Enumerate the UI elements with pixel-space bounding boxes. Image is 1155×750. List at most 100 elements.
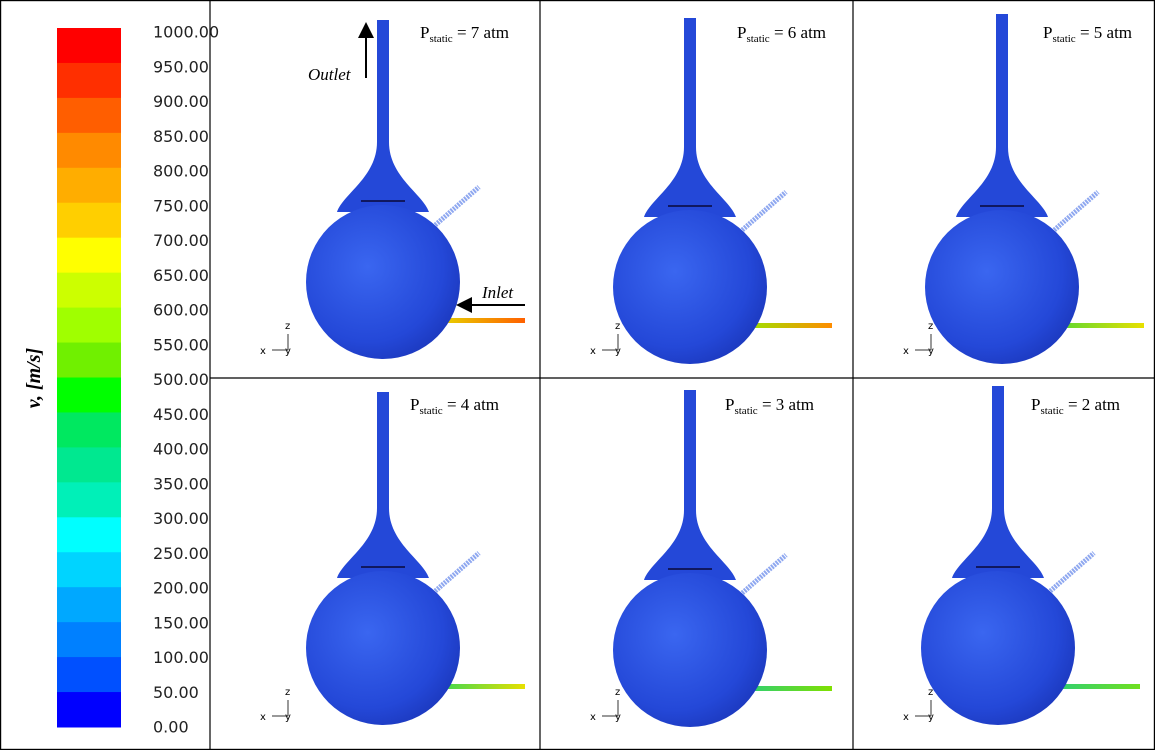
colorbar-band xyxy=(57,28,121,63)
axis-z: z xyxy=(285,687,290,698)
symbol: P xyxy=(1031,395,1040,414)
colorbar-label: 850.00 xyxy=(153,127,209,146)
colorbar-label: 600.00 xyxy=(153,301,209,320)
colorbar-band xyxy=(57,273,121,308)
colorbar-label: 0.00 xyxy=(153,718,189,737)
colorbar-label: 450.00 xyxy=(153,405,209,424)
axis-y: y xyxy=(928,346,934,357)
panel: Pstatic = 2 atm z x y xyxy=(903,386,1140,725)
colorbar-band xyxy=(57,692,121,727)
symbol: P xyxy=(420,23,429,42)
neck xyxy=(956,14,1048,217)
axis-x: x xyxy=(590,712,596,723)
pressure-label: Pstatic = 3 atm xyxy=(725,395,814,417)
colorbar-band xyxy=(57,98,121,133)
colorbar-label: 800.00 xyxy=(153,162,209,181)
panel: Pstatic = 5 atm z x y xyxy=(903,14,1144,364)
axis-z: z xyxy=(285,321,290,332)
sphere xyxy=(925,210,1079,364)
colorbar-band xyxy=(57,133,121,168)
colorbar-band xyxy=(57,517,121,552)
value: = 4 atm xyxy=(443,395,499,414)
colorbar-band xyxy=(57,378,121,413)
colorbar-band xyxy=(57,587,121,622)
colorbar-band xyxy=(57,238,121,273)
colorbar-label: 750.00 xyxy=(153,196,209,215)
subscript: static xyxy=(1040,405,1063,417)
inlet-label: Inlet xyxy=(481,283,514,302)
axis-x: x xyxy=(260,712,266,723)
pressure-label: Pstatic = 2 atm xyxy=(1031,395,1120,417)
inlet-pipe xyxy=(1058,684,1140,689)
sphere xyxy=(613,210,767,364)
colorbar-band xyxy=(57,63,121,98)
axis-x: x xyxy=(903,346,909,357)
value: = 3 atm xyxy=(758,395,814,414)
axis-y: y xyxy=(615,712,621,723)
colorbar-label: 650.00 xyxy=(153,266,209,285)
colorbar-label: 300.00 xyxy=(153,509,209,528)
subscript: static xyxy=(746,33,769,45)
inlet-pipe xyxy=(443,318,525,323)
inlet-pipe xyxy=(750,323,832,328)
sphere xyxy=(921,571,1075,725)
pressure-label: Pstatic = 5 atm xyxy=(1043,23,1132,45)
neck xyxy=(337,20,429,212)
colorbar-label: 550.00 xyxy=(153,335,209,354)
figure: v, [m/s] 1000.00950.00900.00850.00800.00… xyxy=(0,0,1155,750)
side-pipe xyxy=(1052,192,1098,232)
inlet-pipe xyxy=(1062,323,1144,328)
colorbar-band xyxy=(57,343,121,378)
axis-y: y xyxy=(928,712,934,723)
colorbar-label: 500.00 xyxy=(153,370,209,389)
colorbar-label: 100.00 xyxy=(153,648,209,667)
colorbar-label: 1000.00 xyxy=(153,23,219,42)
colorbar-label: 250.00 xyxy=(153,544,209,563)
inlet-pipe xyxy=(443,684,525,689)
colorbar-band xyxy=(57,412,121,447)
colorbar-band xyxy=(57,622,121,657)
panel: Pstatic = 6 atm z x y xyxy=(590,18,832,364)
value: = 6 atm xyxy=(770,23,826,42)
pressure-label: Pstatic = 6 atm xyxy=(737,23,826,45)
neck xyxy=(644,390,736,580)
panel: Pstatic = 3 atm z x y xyxy=(590,390,832,727)
neck xyxy=(644,18,736,217)
neck xyxy=(337,392,429,578)
side-pipe xyxy=(433,553,479,593)
axis-x: x xyxy=(590,346,596,357)
colorbar-label: 900.00 xyxy=(153,92,209,111)
neck xyxy=(952,386,1044,578)
colorbar-band xyxy=(57,657,121,692)
axis-z: z xyxy=(928,687,933,698)
colorbar-label: 400.00 xyxy=(153,440,209,459)
side-pipe xyxy=(433,187,479,227)
sphere xyxy=(306,205,460,359)
colorbar-band xyxy=(57,552,121,587)
colorbar-title: v, [m/s] xyxy=(23,347,45,408)
symbol: P xyxy=(410,395,419,414)
axis-x: x xyxy=(903,712,909,723)
symbol: P xyxy=(737,23,746,42)
value: = 2 atm xyxy=(1064,395,1120,414)
axis-z: z xyxy=(615,321,620,332)
inlet-pipe xyxy=(750,686,832,691)
subscript: static xyxy=(429,33,452,45)
colorbar-band xyxy=(57,447,121,482)
colorbar-label: 200.00 xyxy=(153,579,209,598)
sphere xyxy=(613,573,767,727)
colorbar-band xyxy=(57,168,121,203)
sphere xyxy=(306,571,460,725)
colorbar-label: 700.00 xyxy=(153,231,209,250)
colorbar-band xyxy=(57,482,121,517)
axis-z: z xyxy=(615,687,620,698)
colorbar-label: 50.00 xyxy=(153,683,199,702)
axis-y: y xyxy=(285,712,291,723)
axis-z: z xyxy=(928,321,933,332)
symbol: P xyxy=(725,395,734,414)
axis-y: y xyxy=(615,346,621,357)
axis-y: y xyxy=(285,346,291,357)
value: = 5 atm xyxy=(1076,23,1132,42)
symbol: P xyxy=(1043,23,1052,42)
